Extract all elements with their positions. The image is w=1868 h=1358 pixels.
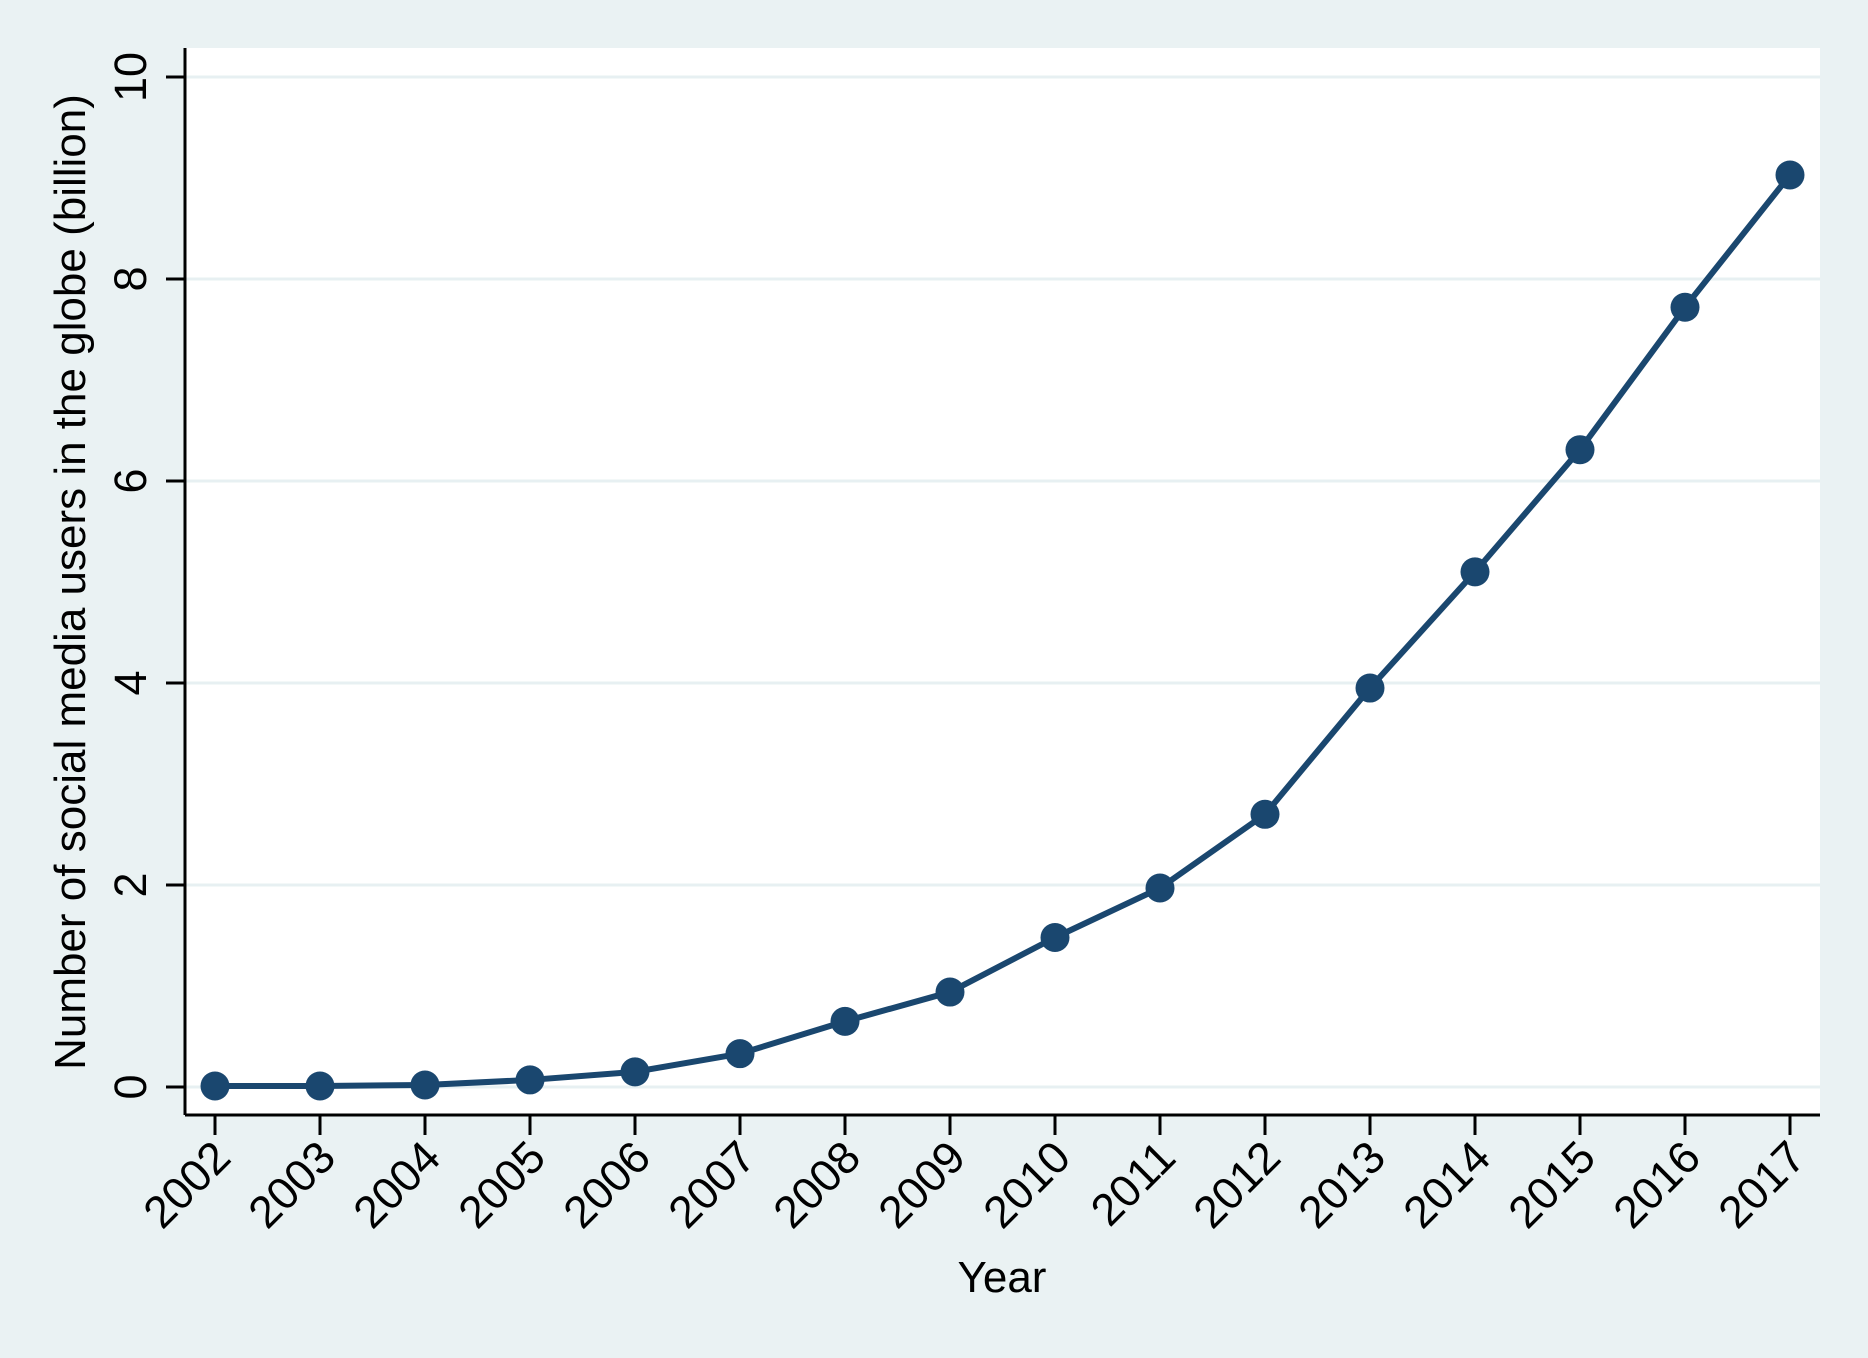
ticks-layer	[166, 75, 1792, 1135]
data-point	[935, 977, 965, 1007]
data-point	[725, 1039, 755, 1069]
data-point	[1355, 673, 1385, 703]
data-point	[410, 1070, 440, 1100]
data-point	[200, 1071, 230, 1101]
data-point	[515, 1065, 545, 1095]
y-tick-label: 4	[105, 670, 156, 695]
series-line	[215, 173, 1793, 1089]
y-tick-label: 2	[105, 872, 156, 897]
y-tick-label: 6	[105, 468, 156, 493]
data-point	[1040, 923, 1070, 953]
data-point	[830, 1006, 860, 1036]
data-point	[1670, 292, 1700, 322]
y-axis-title: Number of social media users in the glob…	[46, 94, 95, 1070]
gridlines-layer	[185, 75, 1820, 1089]
data-point	[1145, 873, 1175, 903]
data-point	[305, 1071, 335, 1101]
data-point	[1565, 435, 1595, 465]
axes-layer	[183, 48, 1820, 1117]
plot-area	[185, 48, 1820, 1115]
data-point	[1775, 160, 1805, 190]
data-point	[1460, 557, 1490, 587]
data-point	[620, 1057, 650, 1087]
data-point	[1250, 799, 1280, 829]
x-axis-title: Year	[958, 1253, 1047, 1302]
y-tick-label: 10	[105, 52, 156, 102]
series-layer	[200, 160, 1805, 1101]
y-tick-label: 0	[105, 1074, 156, 1099]
y-tick-label: 8	[105, 266, 156, 291]
